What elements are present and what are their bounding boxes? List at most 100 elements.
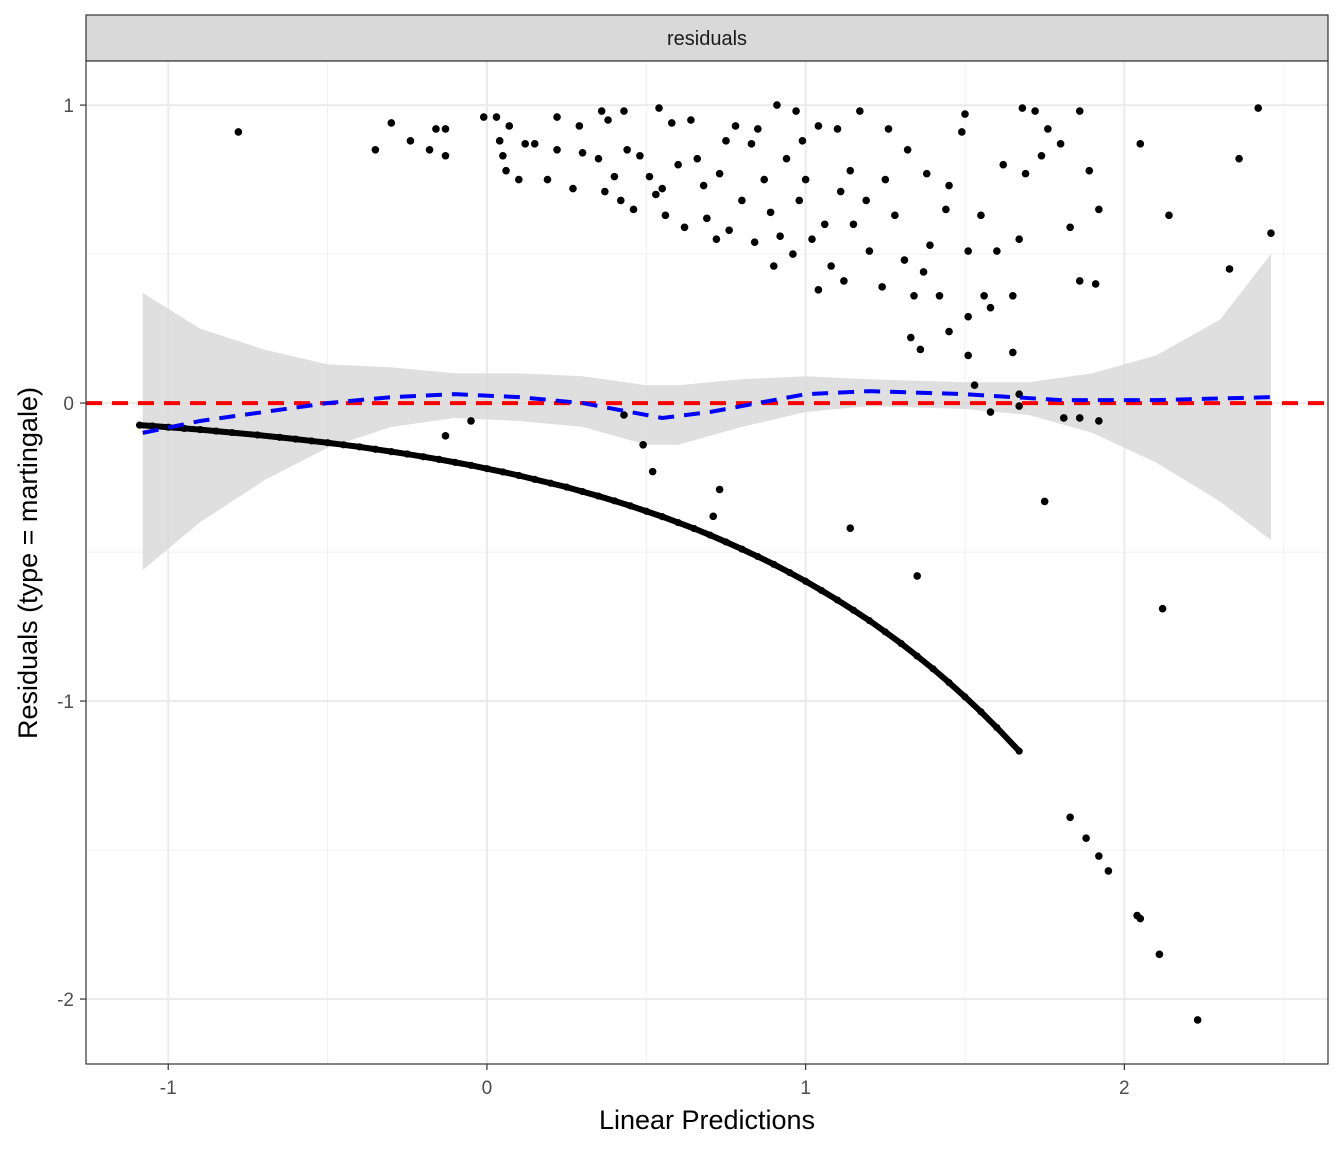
event-point	[521, 140, 529, 148]
event-point	[680, 223, 689, 232]
x-tick-label: -1	[160, 1078, 177, 1099]
event-point	[913, 572, 921, 580]
event-point	[747, 140, 756, 148]
event-point	[1158, 604, 1167, 613]
event-point	[1040, 497, 1049, 506]
censored-point	[817, 586, 826, 595]
event-point	[1018, 104, 1027, 112]
event-point	[645, 172, 654, 181]
event-point	[578, 148, 587, 157]
event-point	[738, 196, 746, 205]
event-point	[703, 214, 711, 223]
event-point	[1267, 229, 1275, 238]
event-point	[856, 107, 864, 115]
censored-point	[355, 443, 364, 451]
event-point	[371, 145, 380, 154]
event-point	[926, 241, 934, 249]
censored-point	[770, 560, 778, 568]
event-point	[846, 166, 855, 175]
censored-point	[292, 435, 300, 443]
event-point	[798, 137, 807, 145]
event-point	[878, 283, 886, 291]
censored-point	[674, 518, 682, 527]
event-point	[814, 286, 823, 294]
event-point	[1095, 205, 1103, 214]
censored-point	[929, 665, 937, 673]
event-point	[1015, 402, 1023, 410]
confidence-band-area	[142, 254, 1271, 570]
censored-point	[403, 450, 411, 458]
event-point	[699, 181, 708, 190]
smooth-line	[142, 389, 1272, 435]
censored-point	[1066, 813, 1074, 822]
event-point	[655, 104, 663, 112]
y-axis-label: Residuals (type = martingale)	[13, 387, 43, 739]
event-point	[479, 113, 488, 121]
censored-point	[786, 569, 794, 577]
censored-point	[578, 487, 587, 496]
censored-point	[626, 502, 634, 510]
event-point	[1254, 104, 1263, 112]
censored-point	[276, 433, 284, 441]
event-point	[499, 151, 507, 160]
censored-point	[722, 538, 730, 546]
event-point	[776, 232, 784, 241]
event-point	[623, 145, 631, 154]
event-point	[916, 345, 925, 354]
event-point	[964, 312, 972, 321]
censored-point	[515, 471, 523, 480]
event-point	[1008, 292, 1017, 300]
event-point	[849, 220, 858, 229]
event-point	[836, 187, 845, 196]
event-point	[601, 187, 609, 196]
points	[135, 101, 1275, 1024]
y-tick-label: -2	[57, 990, 74, 1011]
censored-point	[865, 617, 873, 625]
censored-point	[148, 422, 156, 430]
censored-point	[371, 445, 379, 453]
censored-point	[897, 639, 905, 648]
event-point	[1075, 107, 1084, 115]
event-point	[907, 333, 915, 342]
event-point	[1044, 125, 1052, 133]
censored-point	[642, 507, 650, 515]
event-point	[942, 205, 950, 214]
event-point	[731, 122, 740, 130]
censored-point	[881, 628, 889, 636]
event-point	[922, 169, 931, 178]
event-point	[827, 262, 835, 270]
y-tick-label: 1	[63, 96, 74, 117]
event-point	[999, 160, 1008, 169]
event-point	[432, 125, 440, 133]
event-point	[639, 440, 647, 449]
event-point	[1075, 277, 1084, 285]
lines	[86, 389, 1328, 435]
event-point	[1015, 235, 1023, 243]
x-tick-label: 1	[800, 1078, 811, 1099]
event-point	[543, 175, 552, 184]
event-point	[782, 154, 791, 163]
axes: -1 0 1 2 1 0 -1 -2	[57, 96, 1130, 1099]
event-point	[604, 116, 612, 124]
event-point	[610, 172, 619, 181]
event-point	[569, 184, 577, 193]
censored-point	[738, 545, 746, 553]
y-tick-label: 0	[63, 394, 74, 415]
event-point	[820, 220, 829, 229]
event-point	[808, 235, 816, 243]
event-point	[865, 247, 874, 255]
event-point	[846, 524, 855, 533]
event-point	[801, 175, 810, 184]
event-point	[722, 137, 730, 145]
event-point	[406, 137, 415, 145]
event-point	[986, 408, 995, 416]
censored-point	[945, 678, 953, 687]
censored-point	[135, 421, 144, 429]
event-point	[441, 125, 450, 133]
event-point	[709, 512, 718, 521]
event-point	[1037, 151, 1046, 160]
event-point	[693, 154, 702, 163]
event-point	[980, 292, 988, 300]
x-tick-label: 0	[482, 1078, 493, 1099]
censored-point	[977, 708, 985, 716]
